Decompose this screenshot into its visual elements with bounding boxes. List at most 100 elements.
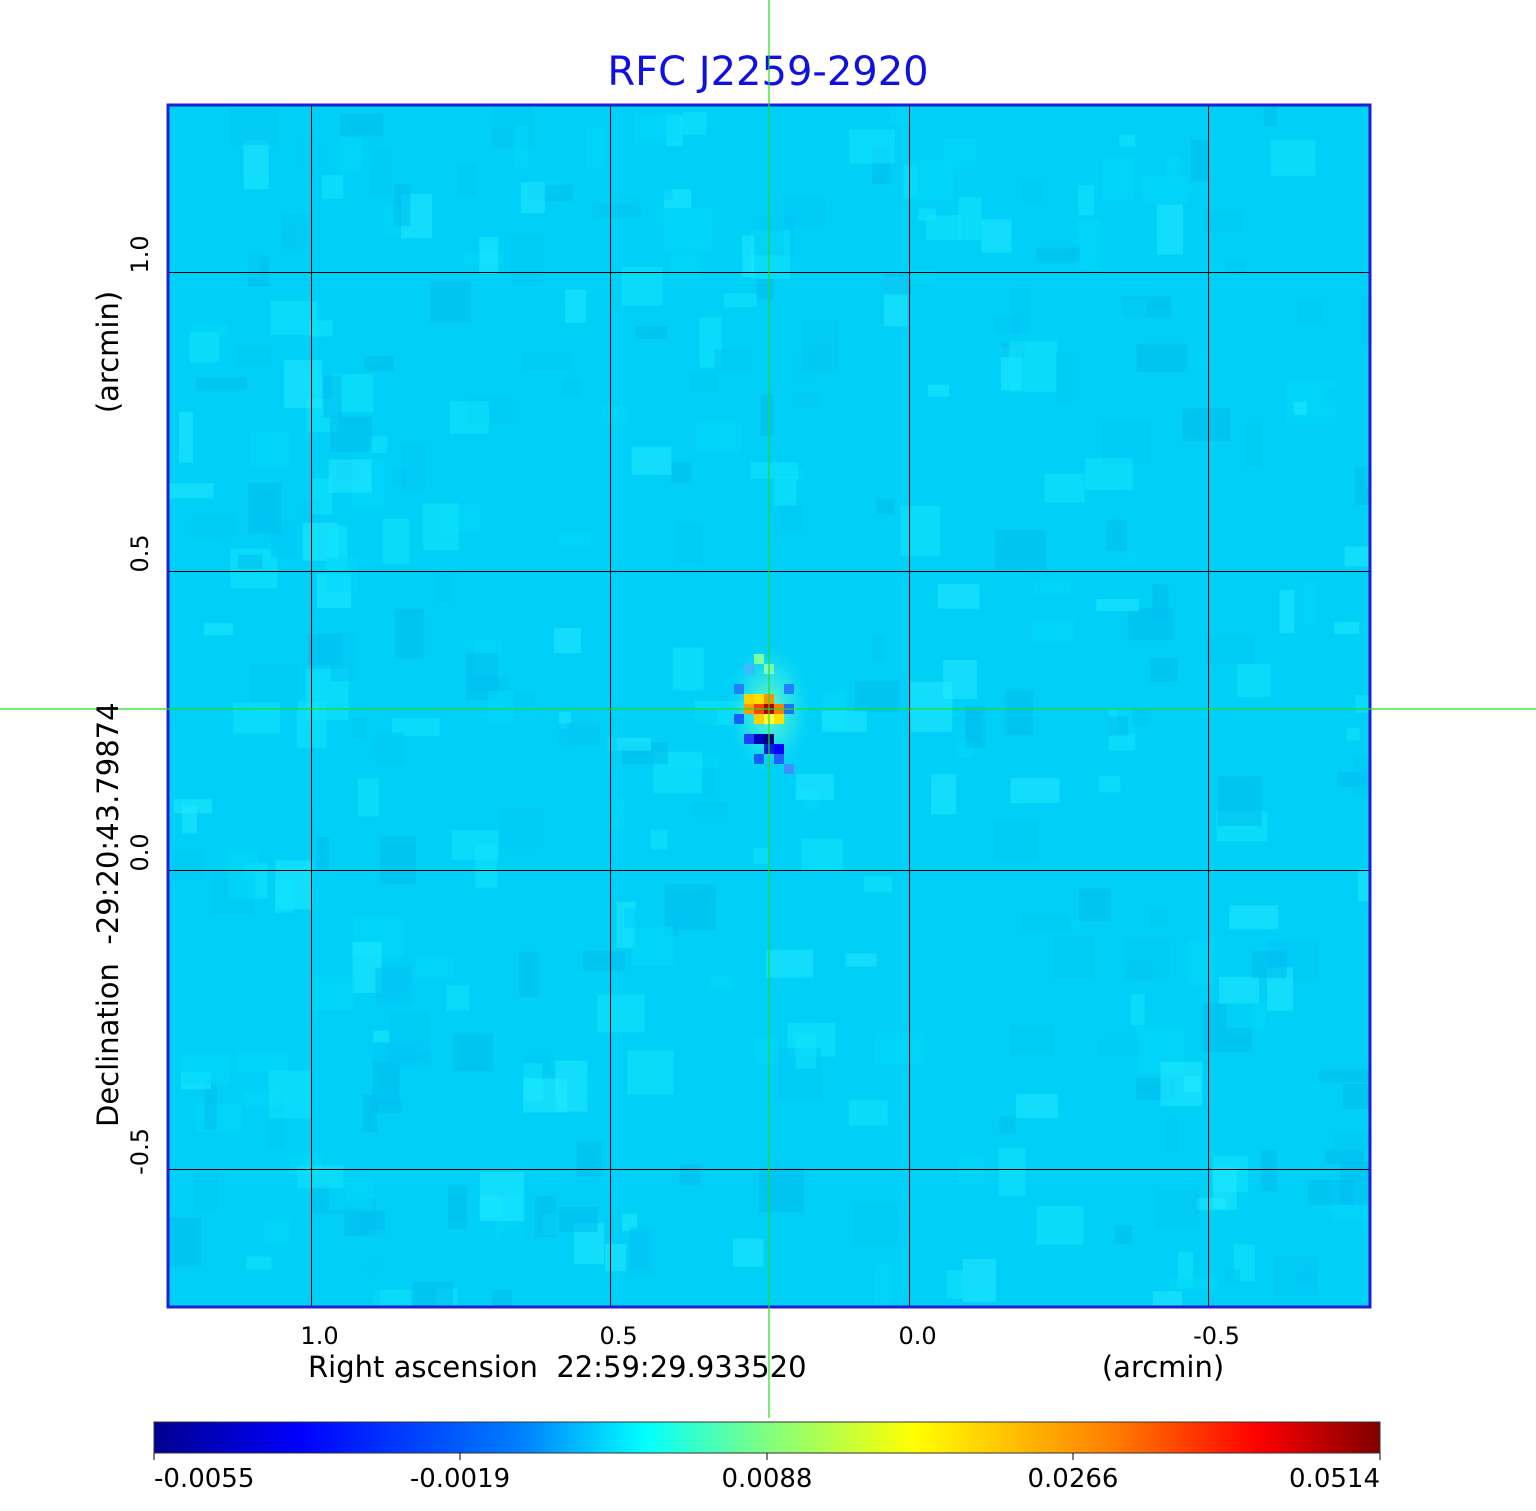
noise-patch xyxy=(1106,519,1127,551)
noise-patch xyxy=(622,1213,638,1231)
source-pixel xyxy=(774,753,784,764)
noise-patch xyxy=(783,420,801,442)
colorbar-tick-label: 0.0266 xyxy=(1028,1464,1119,1494)
noise-patch xyxy=(624,908,661,929)
noise-patch xyxy=(379,836,416,885)
chart-title: RFC J2259-2920 xyxy=(607,49,928,95)
noise-patch xyxy=(928,384,950,397)
noise-patch xyxy=(634,113,681,143)
noise-patch xyxy=(1324,1149,1364,1165)
noise-patch xyxy=(1102,157,1133,202)
noise-patch xyxy=(325,556,358,592)
noise-patch xyxy=(962,1259,996,1303)
noise-patch xyxy=(233,702,281,734)
noise-patch xyxy=(1369,282,1370,320)
noise-patch xyxy=(224,252,261,278)
noise-patch xyxy=(742,235,755,277)
noise-patch xyxy=(330,416,373,452)
noise-patch xyxy=(601,406,629,424)
noise-patch xyxy=(1245,422,1263,466)
noise-patch xyxy=(196,377,248,390)
noise-patch xyxy=(1298,253,1329,289)
noise-patch xyxy=(583,950,626,971)
noise-patch xyxy=(1160,1061,1203,1106)
noise-texture xyxy=(168,106,1370,1307)
noise-patch xyxy=(523,351,573,370)
noise-patch xyxy=(363,356,394,372)
noise-patch xyxy=(724,293,758,308)
noise-patch xyxy=(323,375,342,418)
x-tick-labels: 1.0 0.5 0.0 -0.5 xyxy=(300,1322,1240,1350)
noise-patch xyxy=(357,778,379,817)
noise-patch xyxy=(1206,635,1255,665)
noise-patch xyxy=(605,1244,627,1272)
noise-patch xyxy=(1006,898,1025,939)
noise-patch xyxy=(766,949,814,978)
noise-patch xyxy=(183,1002,199,1020)
noise-patch xyxy=(682,112,707,136)
noise-patch xyxy=(447,1186,467,1230)
noise-patch xyxy=(1217,776,1262,827)
noise-patch xyxy=(1273,1256,1318,1298)
noise-patch xyxy=(1346,727,1360,741)
noise-patch xyxy=(732,1238,764,1267)
noise-patch xyxy=(430,281,472,323)
noise-patch xyxy=(1270,139,1316,176)
noise-patch xyxy=(382,518,410,564)
noise-patch xyxy=(1190,139,1208,181)
noise-patch xyxy=(1290,989,1324,1024)
noise-patch xyxy=(492,1026,534,1044)
noise-patch xyxy=(758,1167,804,1213)
noise-patch xyxy=(1303,581,1316,624)
noise-patch xyxy=(1166,156,1180,176)
noise-patch xyxy=(351,717,366,738)
noise-patch xyxy=(307,610,325,629)
noise-patch xyxy=(700,765,714,797)
noise-patch xyxy=(475,844,498,888)
noise-patch xyxy=(763,799,807,826)
noise-patch xyxy=(330,633,356,682)
noise-patch xyxy=(1157,204,1184,255)
noise-patch xyxy=(631,446,672,475)
noise-patch xyxy=(281,213,313,249)
noise-patch xyxy=(689,373,718,392)
noise-patch xyxy=(228,108,278,146)
colorbar-tick-label: 0.0514 xyxy=(1289,1464,1380,1494)
noise-patch xyxy=(1036,1205,1084,1245)
noise-patch xyxy=(284,360,323,409)
noise-patch xyxy=(237,1049,289,1072)
noise-patch xyxy=(773,476,797,506)
noise-patch xyxy=(629,1231,651,1270)
noise-patch xyxy=(1115,1225,1133,1245)
colorbar xyxy=(153,1421,1381,1454)
x-axis-label: Right ascension 22:59:29.933520 xyxy=(308,1350,807,1384)
noise-patch xyxy=(371,142,400,170)
noise-patch xyxy=(502,1229,522,1249)
noise-patch xyxy=(663,208,713,253)
noise-patch xyxy=(400,441,425,490)
noise-patch xyxy=(268,1070,312,1119)
noise-patch xyxy=(203,623,233,636)
noise-patch xyxy=(1169,1276,1219,1290)
noise-patch xyxy=(1156,1190,1200,1228)
noise-patch xyxy=(511,234,544,285)
noise-patch xyxy=(393,184,411,227)
noise-patch xyxy=(812,283,826,312)
noise-patch xyxy=(311,977,355,1011)
colorbar-tick-label: -0.0019 xyxy=(410,1464,510,1494)
noise-patch xyxy=(1188,940,1212,987)
noise-patch xyxy=(795,773,834,800)
noise-patch xyxy=(1044,473,1085,503)
noise-patch xyxy=(999,1116,1016,1134)
noise-patch xyxy=(452,1034,493,1072)
noise-patch xyxy=(1263,106,1277,127)
noise-patch xyxy=(852,503,878,531)
noise-patch xyxy=(1022,915,1071,932)
noise-patch xyxy=(492,1289,513,1306)
noise-patch xyxy=(297,1165,344,1189)
noise-patch xyxy=(1097,1039,1139,1056)
noise-patch xyxy=(250,664,299,709)
noise-patch xyxy=(874,1032,924,1065)
noise-patch xyxy=(679,1163,701,1185)
